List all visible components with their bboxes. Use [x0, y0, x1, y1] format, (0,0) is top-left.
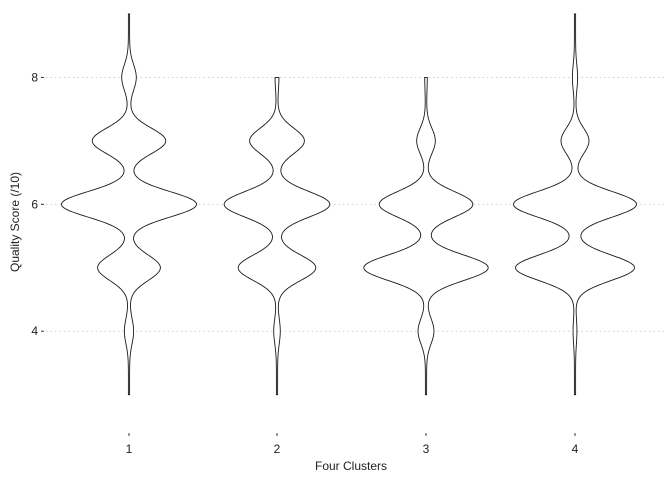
- violins: [60, 13, 638, 396]
- y-axis-title: Quality Score (/10): [8, 172, 22, 272]
- y-tick-label: 4: [31, 324, 38, 338]
- y-tick-label: 8: [31, 70, 38, 84]
- x-axis: 1 2 3 4: [126, 433, 579, 456]
- x-tick-label: 2: [274, 442, 281, 456]
- y-axis: 4 6 8: [31, 70, 44, 338]
- x-tick-label: 3: [423, 442, 430, 456]
- violin-cluster-3: [363, 76, 489, 396]
- x-axis-title: Four Clusters: [315, 459, 387, 473]
- y-tick-label: 6: [31, 197, 38, 211]
- violin-cluster-4: [512, 13, 638, 396]
- x-tick-label: 4: [572, 442, 579, 456]
- x-tick-label: 1: [126, 442, 133, 456]
- violin-cluster-2: [223, 76, 331, 396]
- violin-cluster-1: [60, 13, 198, 396]
